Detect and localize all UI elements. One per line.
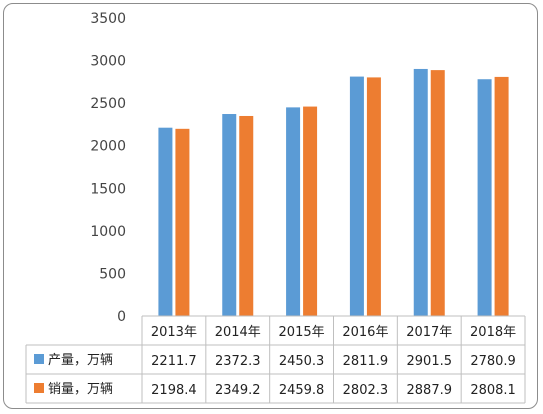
y-tick-label: 500 — [99, 266, 126, 282]
y-tick-label: 1000 — [90, 224, 126, 240]
category-label: 2016年 — [342, 325, 388, 340]
bar — [158, 127, 173, 316]
bar — [430, 70, 445, 317]
data-label: 2450.3 — [279, 354, 325, 369]
bar — [494, 76, 509, 316]
legend-swatch — [34, 354, 44, 364]
bar — [175, 128, 190, 316]
data-label: 2198.4 — [151, 383, 197, 398]
data-label: 2780.9 — [470, 354, 516, 369]
y-tick-label: 1500 — [90, 181, 126, 197]
bar — [349, 76, 364, 317]
chart-frame — [3, 3, 538, 409]
data-label: 2811.9 — [343, 354, 389, 369]
data-label: 2372.3 — [215, 354, 261, 369]
y-tick-label: 2000 — [90, 139, 126, 155]
bar — [477, 79, 492, 316]
data-label: 2887.9 — [407, 383, 453, 398]
category-label: 2015年 — [279, 325, 325, 340]
data-label: 2349.2 — [215, 383, 261, 398]
category-label: 2017年 — [406, 325, 452, 340]
category-label: 2018年 — [470, 325, 516, 340]
legend-swatch — [34, 383, 44, 393]
bar — [366, 77, 381, 316]
bar — [303, 106, 318, 316]
data-label: 2211.7 — [151, 354, 197, 369]
legend-label: 产量，万辆 — [48, 353, 113, 368]
data-label: 2459.8 — [279, 383, 325, 398]
legend-label: 销量，万辆 — [48, 382, 113, 397]
bar — [239, 115, 254, 317]
bar — [286, 107, 301, 317]
y-tick-label: 2500 — [90, 96, 126, 112]
y-tick-label: 3000 — [90, 54, 126, 70]
y-tick-label: 0 — [117, 309, 126, 325]
y-tick-label: 3500 — [90, 11, 126, 27]
category-label: 2014年 — [215, 325, 261, 340]
bar — [222, 114, 237, 317]
data-label: 2808.1 — [470, 383, 516, 398]
data-label: 2901.5 — [407, 354, 453, 369]
data-label: 2802.3 — [343, 383, 389, 398]
bar — [413, 68, 428, 316]
category-label: 2013年 — [151, 325, 197, 340]
